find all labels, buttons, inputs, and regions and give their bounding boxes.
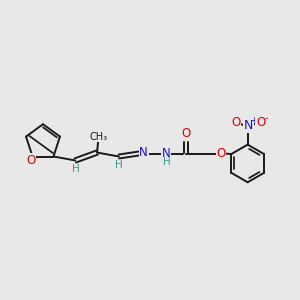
- Text: O: O: [26, 154, 35, 167]
- Text: O: O: [231, 116, 240, 129]
- Text: O: O: [182, 127, 191, 140]
- Text: N: N: [244, 119, 253, 132]
- Text: +: +: [250, 116, 257, 125]
- Text: O: O: [256, 116, 265, 129]
- Text: H: H: [72, 164, 80, 174]
- Text: CH₃: CH₃: [89, 132, 107, 142]
- Text: O: O: [216, 147, 226, 160]
- Text: H: H: [115, 160, 123, 170]
- Text: N: N: [139, 146, 148, 159]
- Text: -: -: [265, 113, 268, 123]
- Text: H: H: [163, 158, 170, 167]
- Text: N: N: [162, 147, 171, 160]
